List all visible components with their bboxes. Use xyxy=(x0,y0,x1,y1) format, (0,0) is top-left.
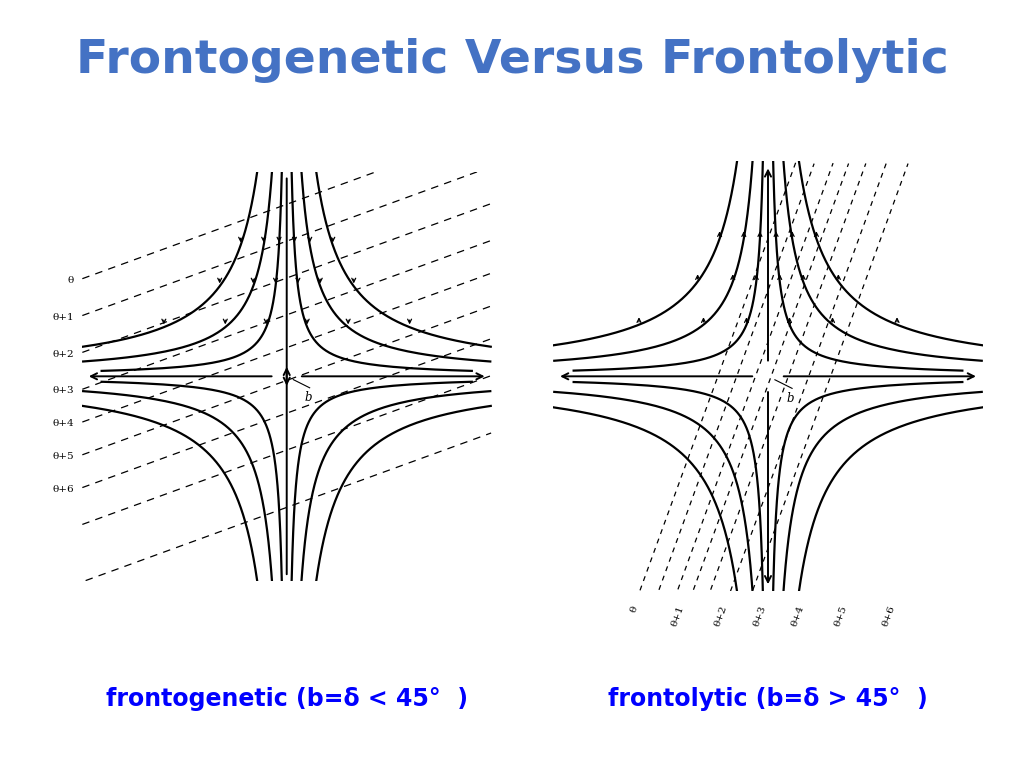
Text: θ+3: θ+3 xyxy=(752,604,767,627)
Text: θ+3: θ+3 xyxy=(52,386,74,396)
Text: θ+5: θ+5 xyxy=(834,604,849,627)
Text: θ+2: θ+2 xyxy=(52,349,74,359)
Text: θ+4: θ+4 xyxy=(52,419,74,429)
Text: frontolytic (b=δ > 45°  ): frontolytic (b=δ > 45° ) xyxy=(608,687,928,711)
Text: θ+6: θ+6 xyxy=(881,604,896,627)
Text: θ: θ xyxy=(630,604,640,613)
Text: Frontogenetic Versus Frontolytic: Frontogenetic Versus Frontolytic xyxy=(76,38,948,84)
Text: θ+5: θ+5 xyxy=(52,452,74,461)
Text: θ+1: θ+1 xyxy=(52,313,74,322)
Text: b: b xyxy=(305,391,312,404)
Text: θ+2: θ+2 xyxy=(713,604,729,627)
Text: θ+6: θ+6 xyxy=(52,485,74,494)
Text: θ+1: θ+1 xyxy=(670,604,686,627)
Text: b: b xyxy=(786,392,795,405)
Text: θ: θ xyxy=(68,276,74,285)
Text: θ+4: θ+4 xyxy=(791,604,806,627)
Text: frontogenetic (b=δ < 45°  ): frontogenetic (b=δ < 45° ) xyxy=(105,687,468,711)
